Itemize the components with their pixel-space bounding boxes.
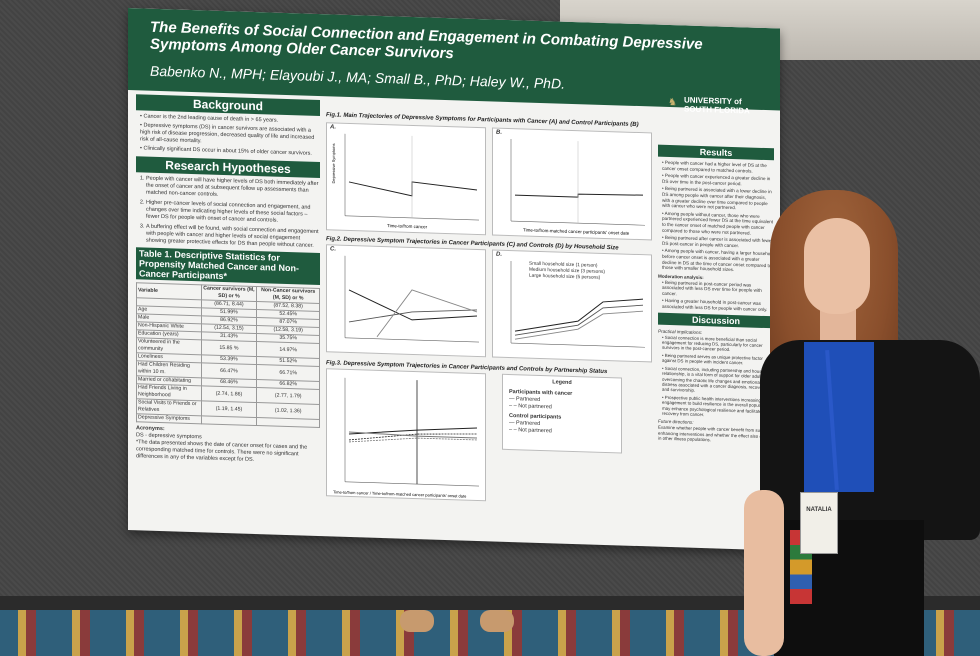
blue-shirt [804, 342, 874, 492]
fig3-panel: Time-to/from cancer / Time-to/from-match… [326, 368, 486, 502]
list-item: Depressive symptoms (DS) in cancer survi… [140, 122, 320, 149]
fig3-line-control-not-partnered [348, 437, 477, 443]
list-item: A buffering effect will be found, with s… [146, 224, 320, 250]
table-cell: Had Friends Living in Neighborhood [136, 383, 202, 401]
svg-text:Time-to/from-matched cancer pa: Time-to/from-matched cancer participants… [523, 227, 630, 235]
foot [400, 610, 434, 632]
fig2-c-chart [344, 255, 479, 343]
hypotheses-heading: Research Hypotheses [136, 156, 320, 179]
usf-logo: UNIVERSITY of SOUTH FLORIDA [684, 95, 750, 116]
table-cell [201, 415, 257, 426]
fig3-legend: Legend Participants with cancer — Partne… [502, 373, 622, 454]
poster-authors: Babenko N., MPH; Elayoubi J., MA; Small … [150, 62, 565, 92]
table-cell [256, 417, 320, 428]
table-body: (86.71, 8.44) (87.52, 8.38) Age 51.99% 52.45… [136, 297, 320, 428]
fig2-c-line-small [348, 289, 478, 321]
fig2-d-chart [510, 261, 645, 348]
fig2-panel-d: D. Small household size (1 person) Mediu… [492, 249, 652, 363]
name-badge: NATALIA [800, 492, 838, 554]
list-item: Higher pre-cancer levels of social conne… [146, 200, 320, 226]
research-poster: The Benefits of Social Connection and En… [128, 8, 780, 551]
table-cell: (2.74, 1.86) [201, 385, 257, 403]
fig3-chart: Time-to/from cancer / Time-to/from-match… [333, 377, 479, 499]
face [804, 218, 870, 314]
fig2-d-line-large [514, 310, 644, 340]
arm [744, 490, 784, 656]
fig2-panel-c: C. [326, 244, 486, 358]
fig1-b-chart: Time-to/from-matched cancer participants… [510, 139, 645, 236]
foot [480, 610, 514, 632]
fig1-panel-b: B. Time-to/from-matched cancer participa… [492, 127, 652, 241]
hypotheses-list: People with cancer will have higher leve… [136, 175, 320, 250]
table-cell: Volunteered in the community [136, 337, 202, 355]
fig3-line-cancer-partnered [348, 427, 478, 435]
fig2-c-line-large [376, 289, 478, 338]
fig1-a-chart: Depressive Symptoms Time-to/from cancer [331, 133, 479, 229]
fig3-line-control-partnered [348, 431, 477, 439]
usf-bull-icon: ♞ [668, 96, 677, 109]
middle-column: Fig.1. Main Trajectories of Depressive S… [326, 110, 652, 540]
table-footnote: *The data presented shows the date of ca… [136, 439, 308, 463]
fig3-line-cancer-not-partnered [348, 433, 478, 441]
poster-title: The Benefits of Social Connection and En… [150, 18, 703, 63]
background-heading: Background [136, 94, 320, 117]
results-heading: Results [658, 144, 774, 161]
list-item: People with cancer had a higher level of… [662, 160, 774, 175]
fig2-d-line-small [514, 298, 644, 332]
table-cell: 66.47% [201, 362, 257, 380]
table-cell: Social Visits to Friends or Relatives [136, 398, 202, 416]
fig2-legend: Small household size (1 person) Medium h… [529, 261, 605, 281]
background-list: Cancer is the 2nd leading cause of death… [136, 113, 320, 158]
svg-text:Depressive Symptoms: Depressive Symptoms [331, 143, 336, 183]
acronyms: Acronyms: DS - depressive symptoms *The … [136, 425, 320, 466]
table-cell: (1.19, 1.45) [201, 400, 257, 418]
fig2-c-line-medium [348, 309, 478, 323]
list-item: People with cancer experienced a greater… [662, 173, 774, 188]
fig2-d-line-medium [514, 304, 644, 336]
background-feet [400, 600, 520, 640]
fig1-a-line [348, 181, 478, 197]
list-item: People with cancer will have higher leve… [146, 176, 320, 202]
svg-text:Time-to/from cancer / Time-t: Time-to/from cancer / Time-to/from-match… [333, 489, 467, 498]
fig1-b-line [515, 193, 644, 198]
table-header: Cancer survivors (M, SD) or % [201, 284, 257, 302]
table-cell: Had Children Residing within 10 m. [136, 360, 202, 378]
table-cell: Depressive Symptoms [136, 413, 202, 424]
table-cell: 15.85 % [201, 339, 257, 357]
presenter: NATALIA [730, 190, 980, 656]
table1-title: Table 1. Descriptive Statistics for Prop… [136, 247, 320, 286]
descriptive-stats-table: Variable Cancer survivors (M, SD) or % N… [136, 282, 320, 428]
badge-name: NATALIA [806, 507, 832, 513]
fig1-panel-a: A. Depressive Symptoms Time-to/from canc… [326, 122, 486, 236]
left-column: Background Cancer is the 2nd leading cau… [136, 94, 320, 466]
svg-text:Time-to/from cancer: Time-to/from cancer [387, 223, 428, 229]
